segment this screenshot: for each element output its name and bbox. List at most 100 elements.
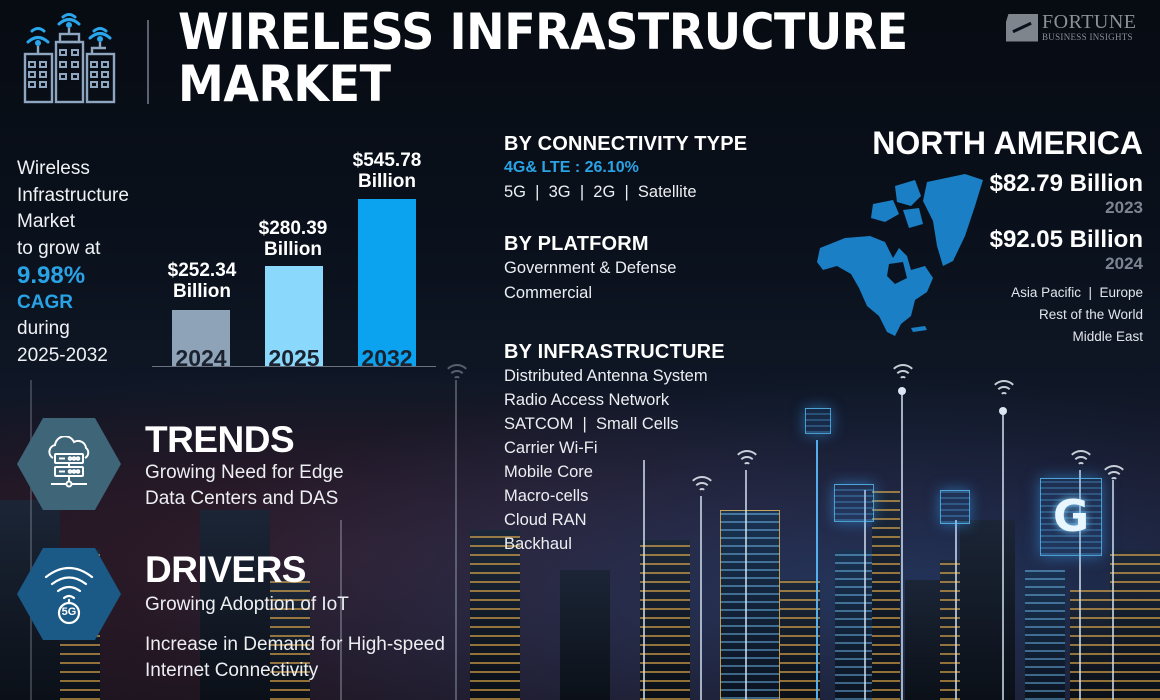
growth-text: to grow at [17,238,101,260]
signal-arcs-icon [1099,465,1129,485]
segment-connectivity: BY CONNECTIVITY TYPE 4G& LTE : 26.10% 5G… [504,132,747,204]
segment-item: Mobile Core [504,463,593,481]
title-line-1: WIRELESS INFRASTRUCTURE [178,3,908,61]
antenna-mast [816,440,818,700]
hologram-letter: G [1052,491,1090,542]
bar-value: $545.78 [352,150,422,171]
brand-name: FORTUNE [1042,11,1137,33]
region-value-2024: $92.05 Billion [989,226,1143,253]
segment-infrastructure: BY INFRASTRUCTURE Distributed Antenna Sy… [504,340,725,556]
region-year: 2024 [1105,254,1143,273]
building [905,580,945,700]
trend-line: Data Centers and DAS [145,488,339,509]
segment-item: Macro-cells [504,487,589,505]
region-highlight: NORTH AMERICA $82.79 Billion 2023 $92.05… [872,124,1143,348]
segment-title: BY INFRASTRUCTURE [504,341,725,363]
bar-2024: 2024 [172,310,230,370]
signal-arcs-icon [1066,450,1096,470]
5g-label: 5G [61,606,77,618]
bar-label-2025: $280.39 Billion [238,218,348,260]
building [780,580,820,700]
title-line-2: MARKET [178,55,391,113]
hologram-panel [805,408,831,434]
wireless-buildings-icon [23,13,116,104]
building [560,570,610,700]
bar-unit: Billion [172,281,232,302]
page-title: WIRELESS INFRASTRUCTURE MARKET [178,6,908,110]
header-divider [147,20,149,104]
antenna-mast [340,520,342,700]
market-size-bar-chart: $252.34 Billion 2024 $280.39 Billion 202… [150,140,440,370]
building [1110,550,1160,700]
chart-baseline [152,366,436,367]
driver-item-1: Growing Adoption of IoT [145,594,349,615]
growth-text: Infrastructure [17,184,129,206]
antenna-mast [1079,470,1081,700]
drivers-title: DRIVERS [145,549,306,590]
driver-line: Internet Connectivity [145,660,319,681]
bar-unit: Billion [357,171,417,192]
antenna-mast [643,460,645,700]
bar-2025: 2025 [265,266,323,370]
building [1070,590,1110,700]
growth-summary: Wireless Infrastructure Market to grow a… [17,156,129,370]
signal-arcs-icon [442,364,472,384]
trend-line: Growing Need for Edge [145,462,344,483]
segment-item: Cloud RAN [504,511,587,529]
driver-item-2: Increase in Demand for High-speed Intern… [145,632,445,684]
other-regions: Asia Pacific | Europe Rest of the World … [872,282,1143,348]
segment-item: Backhaul [504,535,572,553]
segment-highlight: 4G& LTE : 26.10% [504,159,639,176]
wifi-5g-icon: 5G [43,563,95,625]
trends-title: TRENDS [145,419,295,460]
antenna-mast [901,390,903,700]
forecast-period: 2025-2032 [17,344,108,366]
segment-item: Carrier Wi-Fi [504,439,598,457]
brand-subtitle: BUSINESS INSIGHTS [1042,32,1133,42]
building [1025,570,1065,700]
building-spire [872,490,900,700]
region-value-2023: $82.79 Billion [989,170,1143,197]
driver-line: Increase in Demand for High-speed [145,634,445,655]
antenna-mast [745,470,747,700]
cloud-server-icon [48,436,90,488]
signal-arcs-icon [888,364,918,384]
segment-item: Distributed Antenna System [504,367,708,385]
building [960,520,1015,700]
bar-value: $252.34 [167,260,237,281]
building [940,560,980,700]
antenna-mast [955,520,957,700]
trends-text: Growing Need for Edge Data Centers and D… [145,460,344,512]
growth-text: Market [17,211,76,233]
other-region: Middle East [1072,329,1143,344]
building [835,550,875,700]
segment-title: BY PLATFORM [504,233,649,255]
antenna-mast [1002,410,1004,700]
other-region: Asia Pacific | Europe [1011,285,1143,300]
segment-item: Government & Defense [504,259,677,277]
signal-arcs-icon [989,380,1019,400]
north-america-map-icon [817,174,983,336]
building [640,540,690,700]
fortune-logo-icon [1006,13,1038,42]
segment-item: SATCOM | Small Cells [504,415,679,433]
growth-text: Wireless [17,158,90,179]
antenna-mast [700,496,702,700]
hologram-panel [1040,478,1102,556]
segment-item: Radio Access Network [504,391,670,409]
antenna-mast [1112,480,1114,700]
brand-logo: FORTUNE BUSINESS INSIGHTS [1006,12,1137,43]
cagr-value: 9.98% [17,261,86,289]
other-region: Rest of the World [1038,307,1143,322]
antenna-dot [999,407,1007,415]
region-year: 2023 [1105,198,1143,217]
segment-title: BY CONNECTIVITY TYPE [504,133,748,155]
hologram-panel [940,490,970,524]
drivers-hexagon: 5G [17,548,121,640]
bar-label-2032: $545.78 Billion [332,150,442,192]
bar-label-2024: $252.34 Billion [147,260,257,302]
segment-item: Commercial [504,284,593,302]
hologram-panel [834,484,874,522]
growth-text: during [17,318,70,340]
region-title: NORTH AMERICA [872,125,1143,161]
